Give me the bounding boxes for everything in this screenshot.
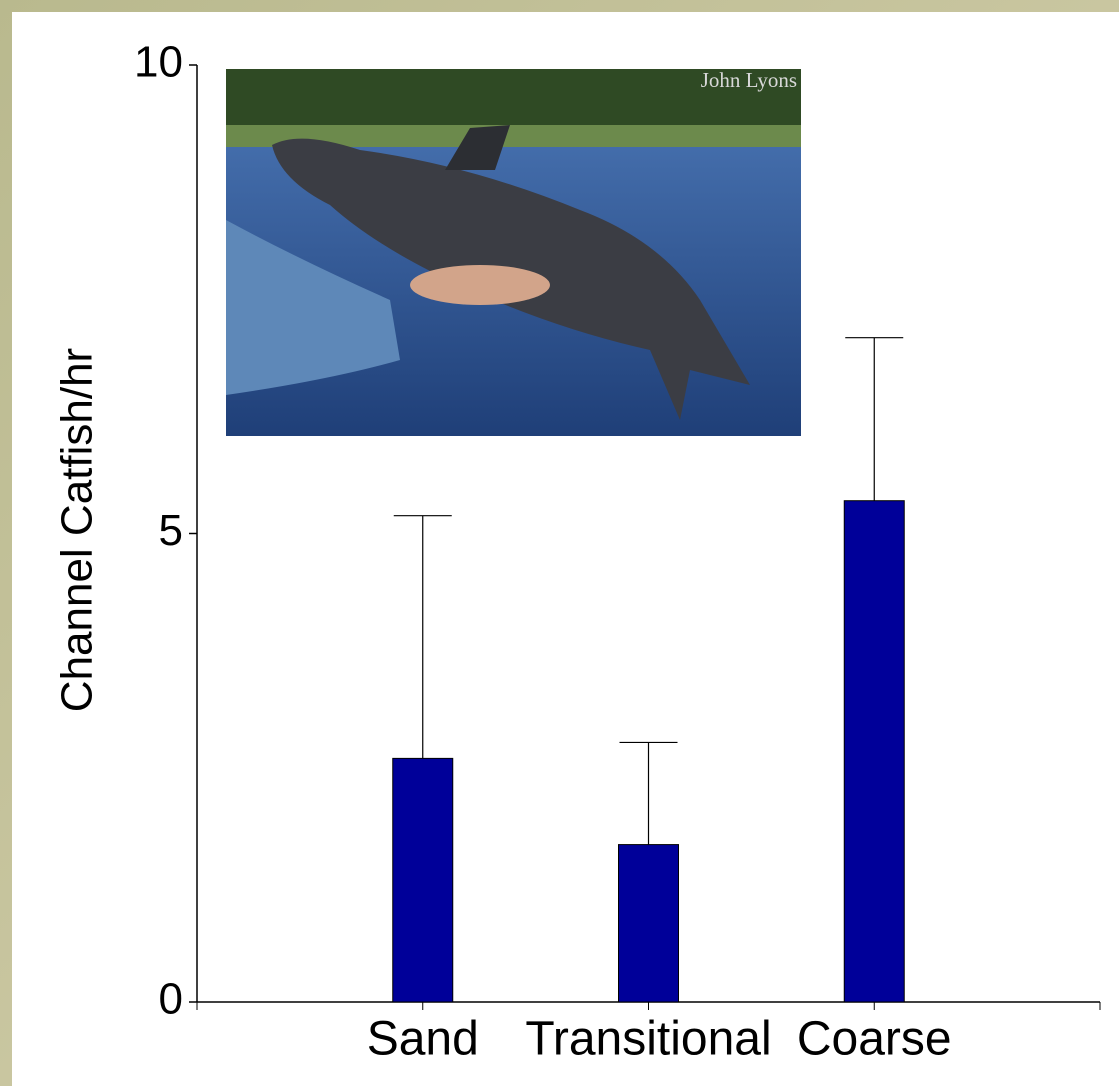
y-tick-label: 5 [159, 506, 183, 555]
photo-arm [226, 220, 400, 395]
bar [618, 844, 679, 1003]
photo-shore [226, 125, 801, 147]
x-tick-label: Coarse [797, 1013, 952, 1066]
photo-credit: John Lyons [701, 68, 797, 92]
photo-fin [445, 125, 510, 170]
photo-hand [410, 265, 550, 305]
bar [392, 757, 454, 1003]
y-axis-label: Channel Catfish/hr [53, 348, 102, 712]
x-tick-label: Transitional [525, 1013, 771, 1066]
bar [843, 500, 905, 1003]
y-tick-label: 0 [159, 975, 183, 1024]
photo: John Lyons [226, 68, 801, 436]
y-tick-label: 10 [134, 38, 183, 87]
x-tick-label: Sand [367, 1013, 479, 1066]
photo-trees [226, 69, 801, 129]
